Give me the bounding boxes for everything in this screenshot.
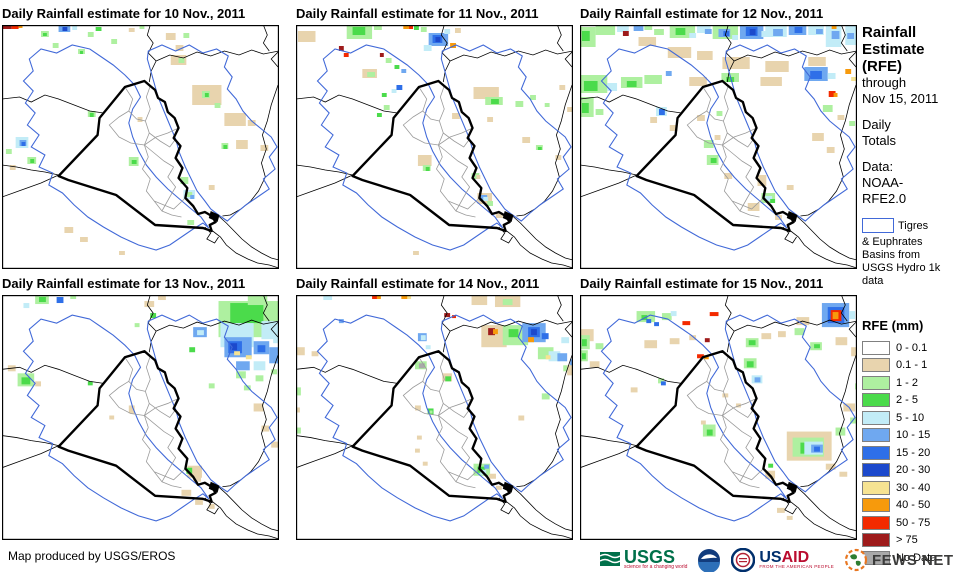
sidebar-title: Rainfall Estimate (RFE) [862, 24, 925, 75]
panel-14nov: Daily Rainfall estimate for 14 Nov., 201… [296, 273, 573, 540]
legend-swatch [862, 498, 890, 513]
rfe-legend-title: RFE (mm) [862, 318, 924, 333]
usgs-tagline: science for a changing world [624, 564, 688, 570]
panel-10nov: Daily Rainfall estimate for 10 Nov., 201… [2, 3, 279, 269]
rainfall-map [296, 295, 573, 540]
legend-swatch [862, 463, 890, 478]
sidebar-period: Nov 15, 2011 [862, 91, 939, 106]
sidebar-data-source: NOAA-RFE2.0 [862, 175, 907, 206]
legend-swatch [862, 428, 890, 443]
legend-item: 20 - 30 [862, 462, 964, 480]
fewsnet-globe-icon [844, 548, 868, 572]
basin-label: Tigres [898, 219, 929, 232]
footer-logos: USGS science for a changing world USAID … [600, 546, 954, 574]
legend-swatch [862, 358, 890, 373]
panel-11nov: Daily Rainfall estimate for 11 Nov., 201… [296, 3, 573, 269]
legend-item: 40 - 50 [862, 497, 964, 515]
usaid-text-us: US [759, 548, 782, 566]
usaid-text-aid: AID [781, 548, 810, 566]
legend-swatch [862, 340, 890, 355]
legend-swatch [862, 533, 890, 548]
usaid-seal-icon [731, 548, 756, 572]
legend-swatch [862, 375, 890, 390]
basin-label-rest: & Euphrates Basins from USGS Hydro 1k da… [862, 236, 941, 287]
legend-item: 1 - 2 [862, 374, 964, 392]
rainfall-map [580, 295, 857, 540]
legend-swatch [862, 393, 890, 408]
panel-15nov: Daily Rainfall estimate for 15 Nov., 201… [580, 273, 857, 540]
panel-title: Daily Rainfall estimate for 10 Nov., 201… [2, 6, 246, 21]
rfe-legend-items: 0 - 0.1 0.1 - 1 1 - 2 2 - 5 5 - 10 10 - 15 15 … [862, 339, 964, 567]
legend-item: > 75 [862, 532, 964, 550]
legend-swatch [862, 410, 890, 425]
rainfall-map [2, 25, 279, 269]
rainfall-map [580, 25, 857, 269]
noaa-logo [697, 548, 721, 572]
map-credit: Map produced by USGS/EROS [8, 549, 176, 563]
fewsnet-logo: FEWS NET [844, 548, 954, 572]
legend-label: 40 - 50 [896, 499, 931, 512]
sidebar-through: through [862, 75, 907, 90]
legend-item: 30 - 40 [862, 479, 964, 497]
legend-label: 0 - 0.1 [896, 341, 928, 354]
legend-label: 50 - 75 [896, 516, 931, 529]
legend-label: 1 - 2 [896, 376, 919, 389]
legend-item: 0 - 0.1 [862, 339, 964, 357]
legend-label: 5 - 10 [896, 411, 925, 424]
basin-legend: Tigres & Euphrates Basins from USGS Hydr… [862, 217, 964, 288]
usaid-logo: USAID FROM THE AMERICAN PEOPLE [731, 548, 834, 572]
legend-label: 20 - 30 [896, 464, 931, 477]
sidebar-totals: Daily Totals [862, 117, 896, 148]
usgs-logo: USGS science for a changing world [600, 547, 688, 570]
legend-label: No Data [896, 551, 937, 564]
legend-item: 50 - 75 [862, 514, 964, 532]
sidebar: Rainfall Estimate (RFE) through Nov 15, … [862, 24, 964, 288]
legend-swatch [862, 515, 890, 530]
basin-swatch [862, 218, 894, 234]
legend-label: > 75 [896, 534, 918, 547]
usgs-wave-icon [600, 552, 620, 566]
legend-item: 5 - 10 [862, 409, 964, 427]
panel-title: Daily Rainfall estimate for 11 Nov., 201… [296, 6, 539, 21]
rainfall-map [296, 25, 573, 269]
rfe-legend: RFE (mm) 0 - 0.1 0.1 - 1 1 - 2 2 - 5 5 - 10 1… [862, 318, 964, 567]
fewsnet-text: FEWS NET [872, 551, 954, 569]
legend-swatch [862, 480, 890, 495]
panel-title: Daily Rainfall estimate for 14 Nov., 201… [296, 276, 540, 291]
legend-label: 0.1 - 1 [896, 359, 928, 372]
legend-item: 15 - 20 [862, 444, 964, 462]
panel-title: Daily Rainfall estimate for 15 Nov., 201… [580, 276, 824, 291]
legend-item: No Data [862, 549, 964, 567]
legend-swatch [862, 445, 890, 460]
legend-label: 30 - 40 [896, 481, 931, 494]
usaid-tagline: FROM THE AMERICAN PEOPLE [759, 563, 835, 569]
panel-title: Daily Rainfall estimate for 12 Nov., 201… [580, 6, 824, 21]
usgs-text: USGS [624, 547, 676, 567]
legend-label: 15 - 20 [896, 446, 931, 459]
legend-label: 2 - 5 [896, 394, 919, 407]
rainfall-map [2, 295, 279, 540]
legend-label: 10 - 15 [896, 429, 931, 442]
panel-12nov: Daily Rainfall estimate for 12 Nov., 201… [580, 3, 857, 269]
noaa-icon [698, 549, 721, 572]
legend-item: 10 - 15 [862, 427, 964, 445]
sidebar-data-label: Data: [862, 159, 894, 174]
panel-13nov: Daily Rainfall estimate for 13 Nov., 201… [2, 273, 279, 540]
legend-item: 2 - 5 [862, 392, 964, 410]
panel-title: Daily Rainfall estimate for 13 Nov., 201… [2, 276, 246, 291]
legend-item: 0.1 - 1 [862, 357, 964, 375]
